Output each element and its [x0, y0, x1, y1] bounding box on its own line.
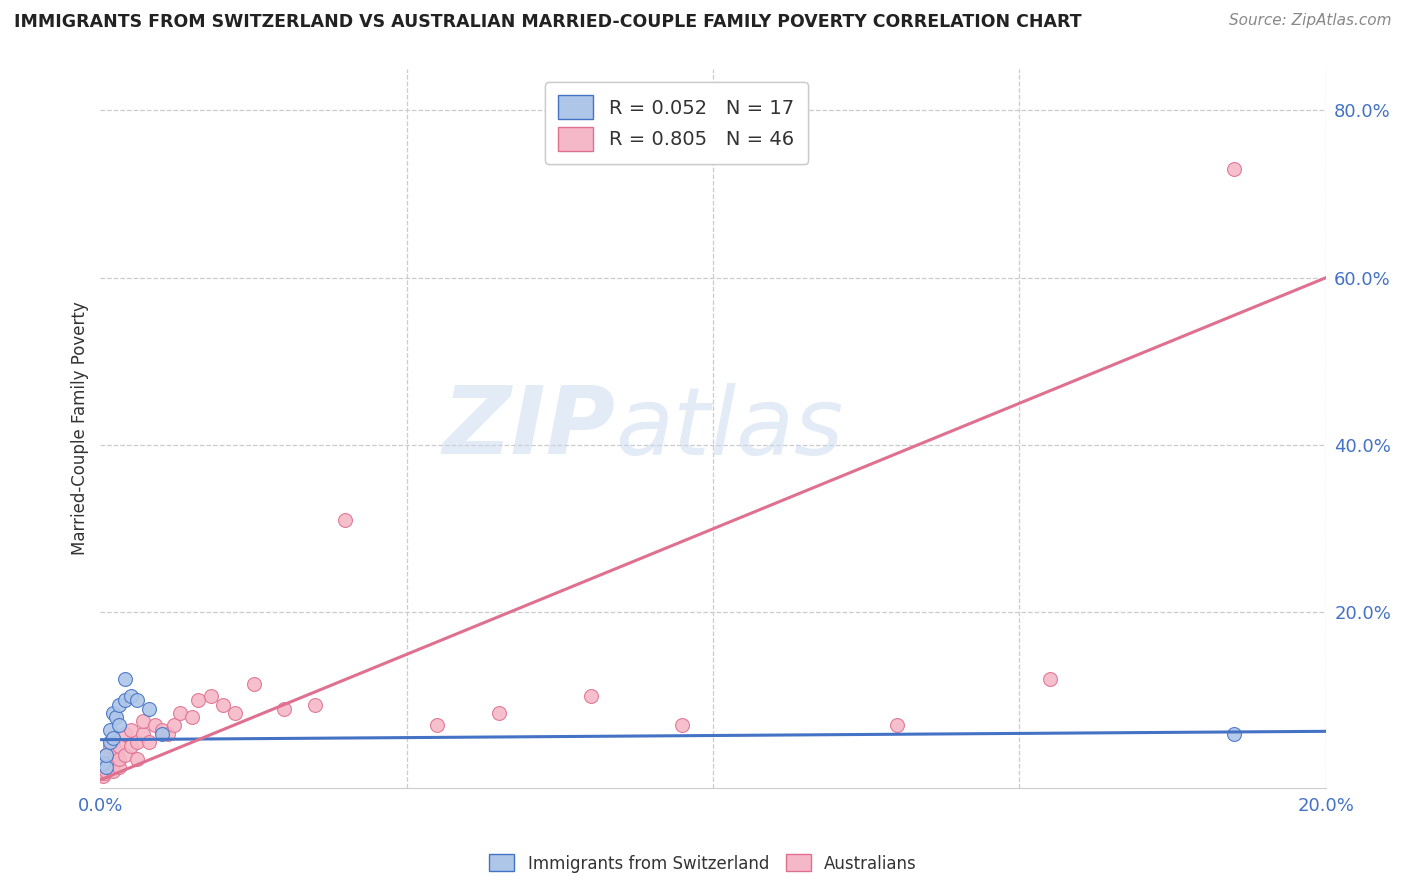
Point: [93, 769, 115, 783]
Point: [120, 689, 142, 703]
Point: [224, 706, 246, 720]
Point: [98, 735, 121, 749]
Point: [335, 513, 357, 527]
Text: ZIP: ZIP: [441, 383, 614, 475]
Point: [138, 735, 160, 749]
Point: [273, 702, 295, 716]
Legend: Immigrants from Switzerland, Australians: Immigrants from Switzerland, Australians: [482, 847, 924, 880]
Point: [96, 760, 118, 774]
Point: [107, 739, 129, 754]
Point: [120, 739, 142, 754]
Point: [212, 698, 235, 712]
Point: [107, 698, 129, 712]
Point: [91, 764, 114, 779]
Point: [120, 723, 142, 737]
Point: [104, 710, 127, 724]
Point: [114, 747, 136, 762]
Point: [169, 706, 191, 720]
Point: [97, 760, 120, 774]
Point: [107, 760, 129, 774]
Point: [96, 756, 118, 771]
Point: [101, 764, 124, 779]
Point: [163, 718, 186, 732]
Point: [96, 747, 118, 762]
Point: [127, 693, 149, 707]
Point: [488, 706, 510, 720]
Point: [98, 723, 121, 737]
Point: [96, 764, 118, 779]
Point: [187, 693, 209, 707]
Text: Source: ZipAtlas.com: Source: ZipAtlas.com: [1229, 13, 1392, 29]
Point: [1223, 727, 1246, 741]
Y-axis label: Married-Couple Family Poverty: Married-Couple Family Poverty: [72, 301, 89, 555]
Point: [132, 714, 155, 729]
Point: [156, 727, 179, 741]
Point: [114, 727, 136, 741]
Text: atlas: atlas: [614, 383, 844, 474]
Point: [127, 735, 149, 749]
Point: [101, 706, 124, 720]
Point: [114, 693, 136, 707]
Point: [1039, 673, 1062, 687]
Point: [98, 756, 121, 771]
Point: [104, 743, 127, 757]
Point: [93, 756, 115, 771]
Point: [1223, 161, 1246, 176]
Point: [132, 727, 155, 741]
Point: [145, 718, 167, 732]
Point: [107, 718, 129, 732]
Point: [579, 689, 602, 703]
Point: [200, 689, 222, 703]
Point: [181, 710, 204, 724]
Point: [242, 676, 264, 690]
Point: [426, 718, 449, 732]
Point: [127, 752, 149, 766]
Point: [150, 723, 173, 737]
Point: [150, 727, 173, 741]
Point: [101, 735, 124, 749]
Point: [101, 731, 124, 745]
Point: [107, 752, 129, 766]
Point: [138, 702, 160, 716]
Point: [98, 739, 121, 754]
Point: [93, 766, 115, 780]
Point: [304, 698, 326, 712]
Text: IMMIGRANTS FROM SWITZERLAND VS AUSTRALIAN MARRIED-COUPLE FAMILY POVERTY CORRELAT: IMMIGRANTS FROM SWITZERLAND VS AUSTRALIA…: [14, 13, 1081, 31]
Point: [96, 747, 118, 762]
Point: [886, 718, 908, 732]
Point: [114, 673, 136, 687]
Point: [101, 756, 124, 771]
Legend: R = 0.052   N = 17, R = 0.805   N = 46: R = 0.052 N = 17, R = 0.805 N = 46: [546, 82, 808, 164]
Point: [671, 718, 693, 732]
